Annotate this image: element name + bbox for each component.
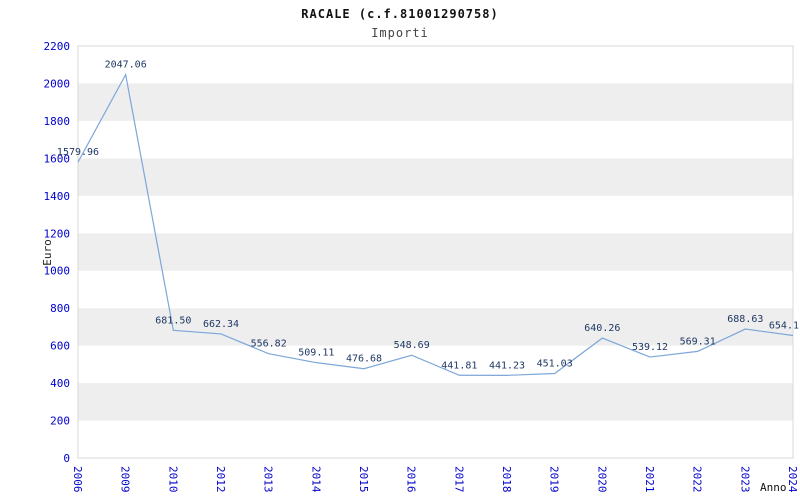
point-label: 688.63 (727, 314, 763, 325)
x-tick-label: 2013 (262, 466, 275, 493)
series-line (77, 72, 794, 376)
point-label: 2047.06 (105, 60, 147, 71)
grid-band (78, 83, 793, 121)
chart-title: RACALE (c.f.81001290758) (301, 7, 499, 21)
x-tick-label: 2006 (71, 466, 84, 493)
point-label: 441.81 (441, 360, 477, 371)
point-label: 1579.96 (57, 147, 99, 158)
point-label: 640.26 (584, 323, 620, 334)
point-label: 451.03 (537, 359, 573, 370)
x-tick-label: 2024 (786, 466, 799, 493)
y-tick-label: 1600 (44, 152, 71, 165)
grid-band (78, 233, 793, 271)
grid-band (78, 46, 793, 84)
point-label: 556.82 (251, 339, 287, 350)
x-tick-label: 2019 (548, 466, 561, 493)
point-label: 539.12 (632, 342, 668, 353)
x-tick-label: 2010 (166, 466, 179, 493)
y-tick-label: 2000 (44, 77, 71, 90)
point-label: 681.50 (155, 315, 191, 326)
grid-band (78, 195, 793, 234)
point-label: 476.68 (346, 354, 382, 365)
y-tick-label: 200 (50, 415, 70, 428)
y-tick-label: 400 (50, 377, 70, 390)
y-tick-label: 800 (50, 302, 70, 315)
x-tick-label: 2012 (214, 466, 227, 493)
y-tick-label: 0 (63, 452, 70, 465)
grid-band (78, 308, 793, 346)
grid-band (78, 345, 793, 384)
x-axis-title: Anno (760, 481, 787, 494)
point-label: 441.23 (489, 360, 525, 371)
y-tick-label: 2200 (44, 40, 71, 53)
point-label: 569.31 (680, 336, 716, 347)
x-tick-label: 2023 (738, 466, 751, 493)
chart-subtitle: Importi (371, 26, 429, 40)
x-tick-label: 2015 (357, 466, 370, 493)
point-label: 548.69 (394, 340, 430, 351)
y-tick-label: 1400 (44, 190, 71, 203)
grid-band (78, 158, 793, 196)
plot-border (77, 45, 794, 459)
point-label: 654.1 (769, 321, 799, 332)
y-tick-label: 1000 (44, 265, 71, 278)
x-tick-label: 2021 (643, 466, 656, 493)
x-tick-label: 2017 (452, 466, 465, 493)
x-tick-label: 2020 (595, 466, 608, 493)
y-tick-label: 1200 (44, 227, 71, 240)
x-tick-label: 2009 (119, 466, 132, 493)
point-label: 509.11 (298, 348, 334, 359)
grid-band (78, 270, 793, 309)
y-tick-label: 600 (50, 340, 70, 353)
x-tick-label: 2016 (405, 466, 418, 493)
y-tick-label: 1800 (44, 115, 71, 128)
x-tick-label: 2022 (691, 466, 704, 493)
grid-band (78, 420, 793, 458)
grid-band (78, 120, 793, 159)
x-tick-label: 2018 (500, 466, 513, 493)
point-label: 662.34 (203, 319, 239, 330)
grid-band (78, 383, 793, 421)
x-tick-label: 2014 (309, 466, 322, 493)
